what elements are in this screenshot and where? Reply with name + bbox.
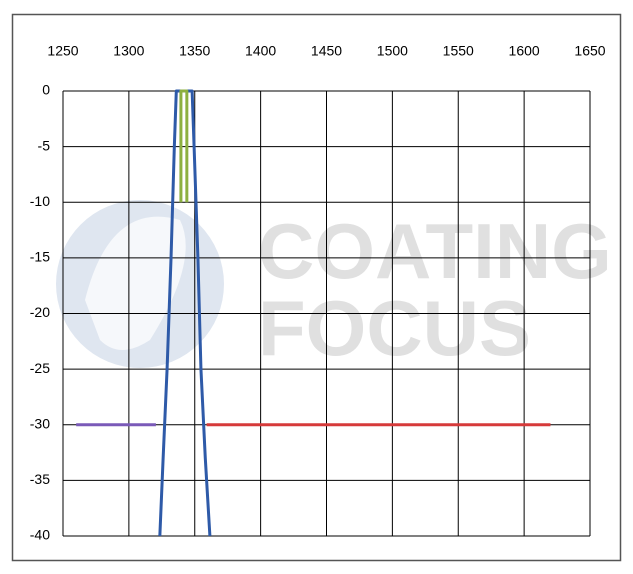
x-tick-label: 1450 (311, 43, 342, 59)
y-tick-label: -35 (30, 471, 50, 487)
y-tick-label: -20 (30, 304, 50, 320)
y-tick-label: -5 (38, 137, 51, 153)
x-tick-label: 1550 (443, 43, 474, 59)
y-tick-label: -30 (30, 415, 50, 431)
y-tick-label: -25 (30, 360, 50, 376)
watermark-text: COATING (258, 207, 612, 295)
x-tick-label: 1300 (113, 43, 144, 59)
y-tick-label: 0 (42, 82, 50, 98)
x-tick-label: 1250 (47, 43, 78, 59)
x-tick-label: 1500 (377, 43, 408, 59)
y-tick-label: -10 (30, 193, 50, 209)
x-tick-label: 1400 (245, 43, 276, 59)
y-tick-label: -40 (30, 527, 50, 543)
watermark-text: FOCUS (258, 284, 531, 372)
x-tick-label: 1600 (509, 43, 540, 59)
watermark-logo (56, 200, 224, 368)
y-tick-label: -15 (30, 249, 50, 265)
x-tick-label: 1650 (574, 43, 605, 59)
series-line (179, 89, 189, 203)
x-tick-label: 1350 (179, 43, 210, 59)
